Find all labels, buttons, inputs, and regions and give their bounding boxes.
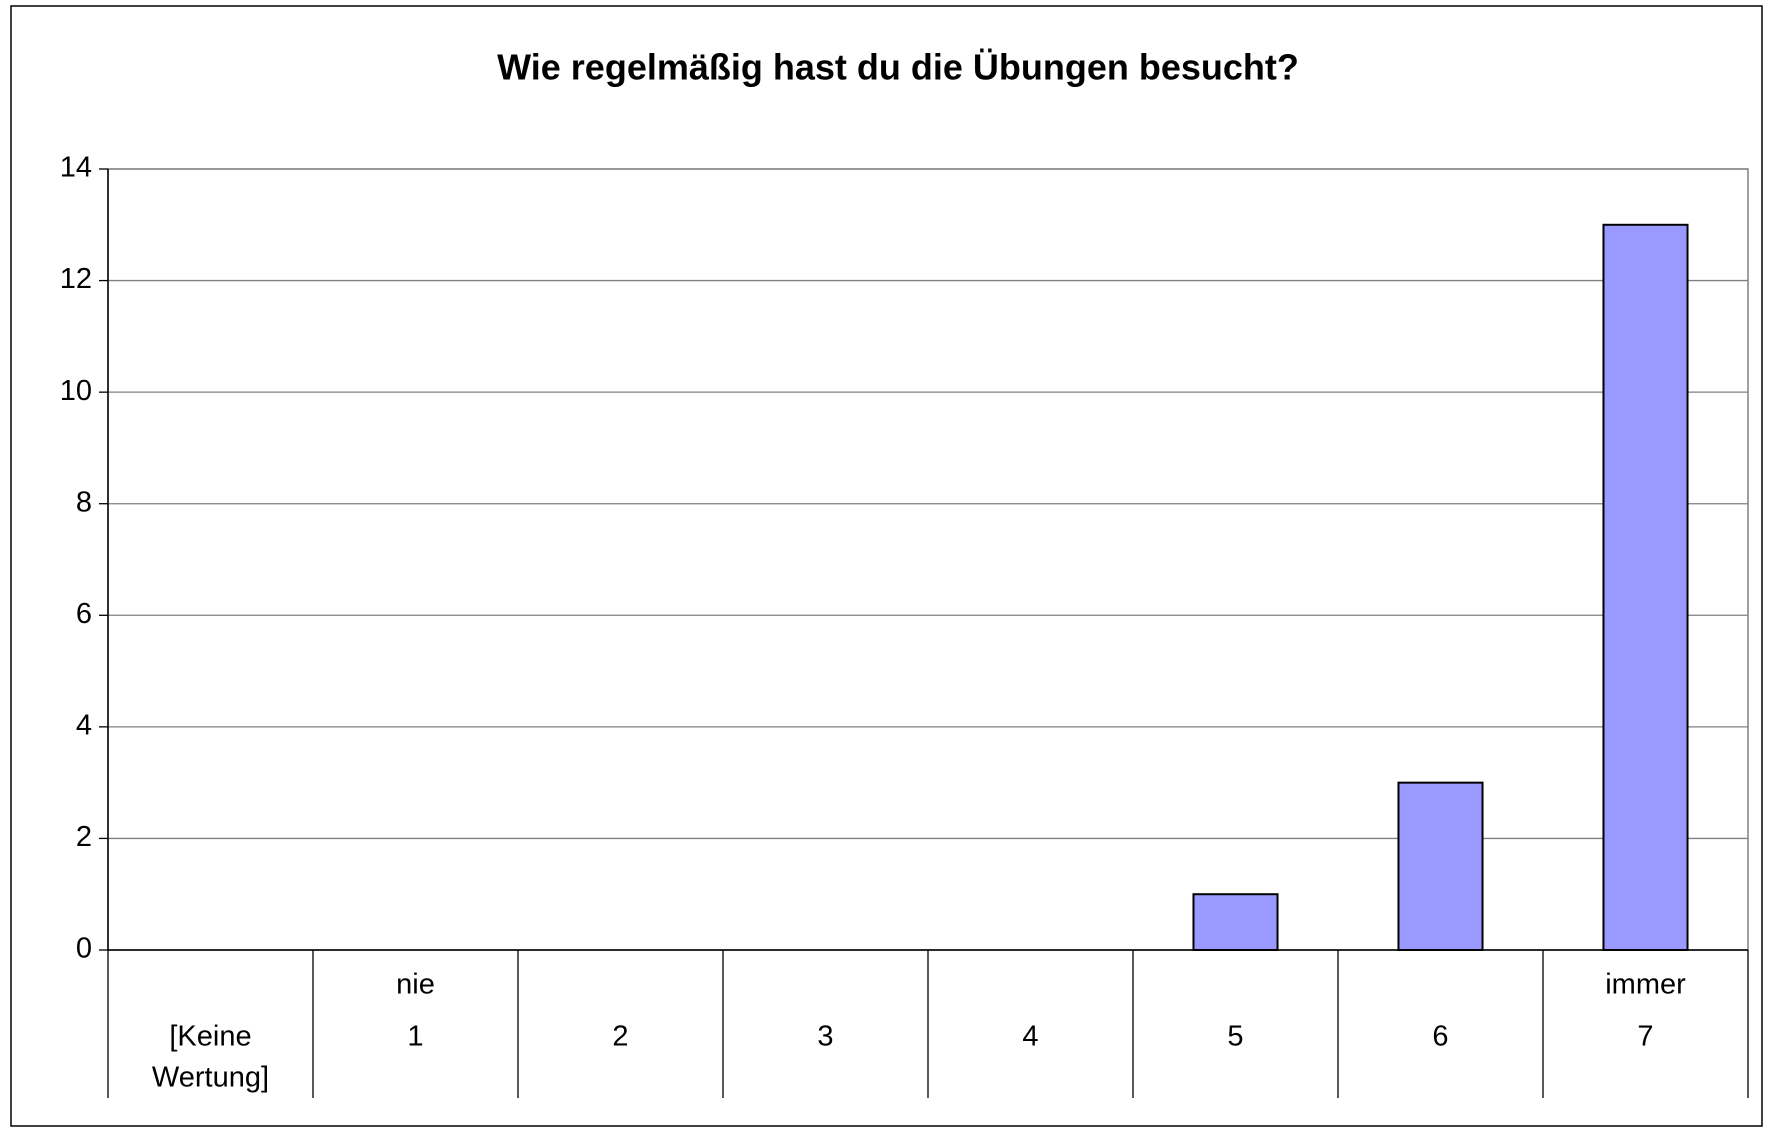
x-tick-label: 2 — [612, 1021, 628, 1053]
y-tick-label: 12 — [60, 263, 92, 295]
x-tick-label: [Keine — [169, 1021, 251, 1053]
x-tick-label: Wertung] — [152, 1062, 269, 1094]
x-tick-label: 1 — [407, 1021, 423, 1053]
bar — [1602, 223, 1689, 952]
x-tick-label: 7 — [1637, 1021, 1653, 1053]
y-tick-label: 2 — [76, 821, 92, 853]
chart-title: Wie regelmäßig hast du die Übungen besuc… — [497, 47, 1299, 88]
y-tick-label: 4 — [76, 710, 92, 742]
y-tick-label: 6 — [76, 598, 92, 630]
x-tick-label: 4 — [1022, 1021, 1038, 1053]
scale-label: immer — [1605, 969, 1686, 1001]
y-tick-label: 0 — [76, 933, 92, 965]
x-tick-label: 3 — [817, 1021, 833, 1053]
x-tick-label: 5 — [1227, 1021, 1243, 1053]
x-tick-label: 6 — [1432, 1021, 1448, 1053]
bar — [1192, 893, 1279, 952]
scale-label: nie — [396, 969, 435, 1001]
bar — [1397, 781, 1484, 952]
chart-frame — [10, 5, 1763, 1127]
y-tick-label: 14 — [60, 152, 92, 184]
y-tick-label: 8 — [76, 486, 92, 518]
y-tick-label: 10 — [60, 375, 92, 407]
